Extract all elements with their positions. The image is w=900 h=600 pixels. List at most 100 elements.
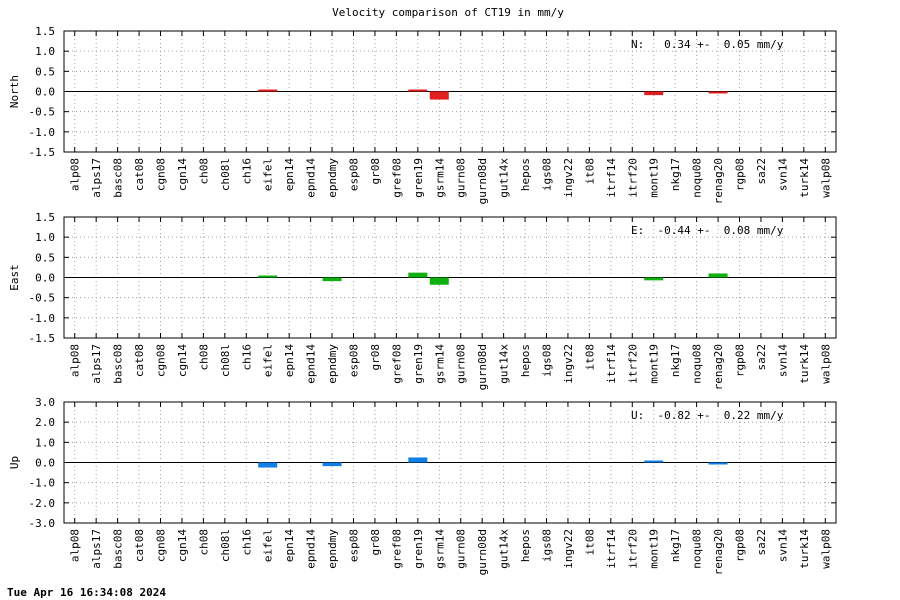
x-category-label: gurn08: [455, 158, 468, 198]
x-category-label: ch16: [240, 344, 253, 371]
x-category-label: sa22: [755, 158, 768, 185]
y-tick-label: 1.5: [35, 211, 55, 224]
timestamp: Tue Apr 16 16:34:08 2024: [7, 586, 166, 599]
y-tick-label: 3.0: [35, 396, 55, 409]
x-category-label: noqu08: [691, 529, 704, 569]
x-category-label: cgn14: [176, 344, 189, 377]
bar-eifel: [258, 89, 278, 92]
x-category-label: gr08: [369, 344, 382, 371]
x-category-label: sa22: [755, 529, 768, 556]
x-category-label: gref08: [390, 158, 403, 198]
y-tick-label: -1.5: [29, 146, 56, 159]
bar-epndmy: [322, 462, 342, 467]
x-category-label: noqu08: [691, 158, 704, 198]
y-tick-label: 1.0: [35, 45, 55, 58]
x-category-label: noqu08: [691, 344, 704, 384]
x-category-label: renag20: [712, 344, 725, 390]
x-category-label: gr08: [369, 529, 382, 556]
x-category-label: gut14x: [498, 344, 511, 384]
x-category-label: renag20: [712, 529, 725, 575]
x-category-label: gren19: [412, 529, 425, 569]
x-category-label: turk14: [798, 158, 811, 198]
x-category-label: gref08: [390, 344, 403, 384]
x-category-label: cgn14: [176, 529, 189, 562]
y-tick-label: -1.5: [29, 332, 56, 345]
y-tick-label: -0.5: [29, 292, 56, 305]
plot-frame: [63, 30, 837, 153]
x-category-label: walp08: [819, 344, 832, 384]
x-category-label: epndmy: [326, 344, 339, 384]
plot-frame: [63, 401, 837, 524]
x-category-label: gurn08: [455, 529, 468, 569]
x-category-label: alps17: [90, 529, 103, 569]
x-category-label: svn14: [776, 529, 789, 562]
x-category-label: ch08: [197, 158, 210, 185]
stats-annotation: E: -0.44 +- 0.08 mm/y: [631, 224, 784, 237]
y-tick-label: -1.0: [29, 477, 56, 490]
x-category-label: eifel: [262, 529, 275, 562]
x-category-label: mont19: [648, 158, 661, 198]
x-category-label: alp08: [69, 344, 82, 377]
x-category-label: cat08: [133, 529, 146, 562]
x-category-label: gren19: [412, 158, 425, 198]
x-category-label: it08: [583, 344, 596, 371]
y-axis-label: North: [8, 75, 21, 108]
y-axis-label: Up: [8, 456, 21, 469]
y-tick-label: 2.0: [35, 416, 55, 429]
x-category-label: itrf20: [626, 158, 639, 198]
panel-east: 1.5 1.0 0.5 0.0 -0.5 -1.0 -1.5 alp08 alps17 basc0…: [8, 211, 837, 390]
bar-eifel: [258, 275, 278, 278]
x-category-label: itrf14: [605, 344, 618, 384]
x-category-label: igs08: [541, 344, 554, 377]
y-tick-label: -3.0: [29, 517, 56, 530]
x-category-label: rgp08: [734, 158, 747, 191]
y-tick-label: 1.0: [35, 231, 55, 244]
x-category-label: itrf20: [626, 344, 639, 384]
x-category-label: it08: [583, 158, 596, 185]
x-category-label: igs08: [541, 529, 554, 562]
x-category-label: gr08: [369, 158, 382, 185]
x-category-label: gref08: [390, 529, 403, 569]
y-tick-label: 0.0: [35, 457, 55, 470]
x-category-label: itrf14: [605, 158, 618, 198]
panel-north: 1.5 1.0 0.5 0.0 -0.5 -1.0 -1.5 alp08 alps17 basc0…: [8, 25, 837, 204]
x-category-label: epnd14: [305, 529, 318, 569]
y-tick-label: 0.0: [35, 86, 55, 99]
x-category-label: ch08l: [219, 529, 232, 562]
bar-gren19: [408, 89, 428, 92]
x-category-label: ch16: [240, 529, 253, 556]
x-category-label: ch08: [197, 344, 210, 371]
stats-annotation: N: 0.34 +- 0.05 mm/y: [631, 38, 784, 51]
x-category-label: gurn08d: [476, 344, 489, 390]
x-category-label: cat08: [133, 158, 146, 191]
x-category-label: mont19: [648, 344, 661, 384]
x-category-label: gsrm14: [433, 529, 446, 569]
bar-mont19: [644, 277, 664, 281]
bar-gren19: [408, 272, 428, 278]
x-category-label: gut14x: [498, 529, 511, 569]
x-category-label: ingv22: [562, 158, 575, 198]
x-category-label: eifel: [262, 158, 275, 191]
bar-mont19: [644, 91, 664, 96]
bar-gsrm14: [429, 91, 449, 100]
x-category-label: ingv22: [562, 344, 575, 384]
x-category-label: alps17: [90, 158, 103, 198]
y-tick-label: 1.0: [35, 436, 55, 449]
x-category-label: epnd14: [305, 344, 318, 384]
x-category-label: cgn08: [155, 158, 168, 191]
x-category-label: turk14: [798, 344, 811, 384]
bar-mont19: [644, 460, 664, 463]
x-category-label: epndmy: [326, 158, 339, 198]
x-category-label: gurn08d: [476, 529, 489, 575]
x-category-label: basc08: [112, 529, 125, 569]
x-category-label: svn14: [776, 158, 789, 191]
x-category-label: nkg17: [669, 344, 682, 377]
x-category-label: turk14: [798, 529, 811, 569]
x-category-label: walp08: [819, 529, 832, 569]
x-category-label: svn14: [776, 344, 789, 377]
bar-gsrm14: [429, 277, 449, 285]
x-category-label: it08: [583, 529, 596, 556]
x-category-label: esp08: [348, 344, 361, 377]
x-category-label: cgn08: [155, 344, 168, 377]
